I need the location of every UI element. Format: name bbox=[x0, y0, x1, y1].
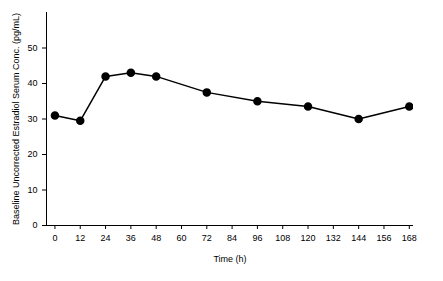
svg-text:Baseline Uncorrected Estradiol: Baseline Uncorrected Estradiol Serum Con… bbox=[11, 13, 21, 225]
svg-text:168: 168 bbox=[402, 233, 417, 243]
svg-text:144: 144 bbox=[351, 233, 366, 243]
svg-text:12: 12 bbox=[75, 233, 85, 243]
svg-text:24: 24 bbox=[101, 233, 111, 243]
svg-text:84: 84 bbox=[227, 233, 237, 243]
svg-text:120: 120 bbox=[301, 233, 316, 243]
svg-text:50: 50 bbox=[27, 43, 37, 53]
svg-text:48: 48 bbox=[151, 233, 161, 243]
svg-text:36: 36 bbox=[126, 233, 136, 243]
svg-text:30: 30 bbox=[27, 114, 37, 124]
svg-text:96: 96 bbox=[252, 233, 262, 243]
svg-text:60: 60 bbox=[176, 233, 186, 243]
svg-text:10: 10 bbox=[27, 185, 37, 195]
svg-text:132: 132 bbox=[326, 233, 341, 243]
svg-text:0: 0 bbox=[32, 220, 37, 230]
svg-text:108: 108 bbox=[275, 233, 290, 243]
svg-text:40: 40 bbox=[27, 78, 37, 88]
svg-text:156: 156 bbox=[376, 233, 391, 243]
svg-text:Time (h): Time (h) bbox=[213, 254, 246, 264]
svg-text:20: 20 bbox=[27, 149, 37, 159]
svg-text:72: 72 bbox=[202, 233, 212, 243]
svg-text:0: 0 bbox=[52, 233, 57, 243]
